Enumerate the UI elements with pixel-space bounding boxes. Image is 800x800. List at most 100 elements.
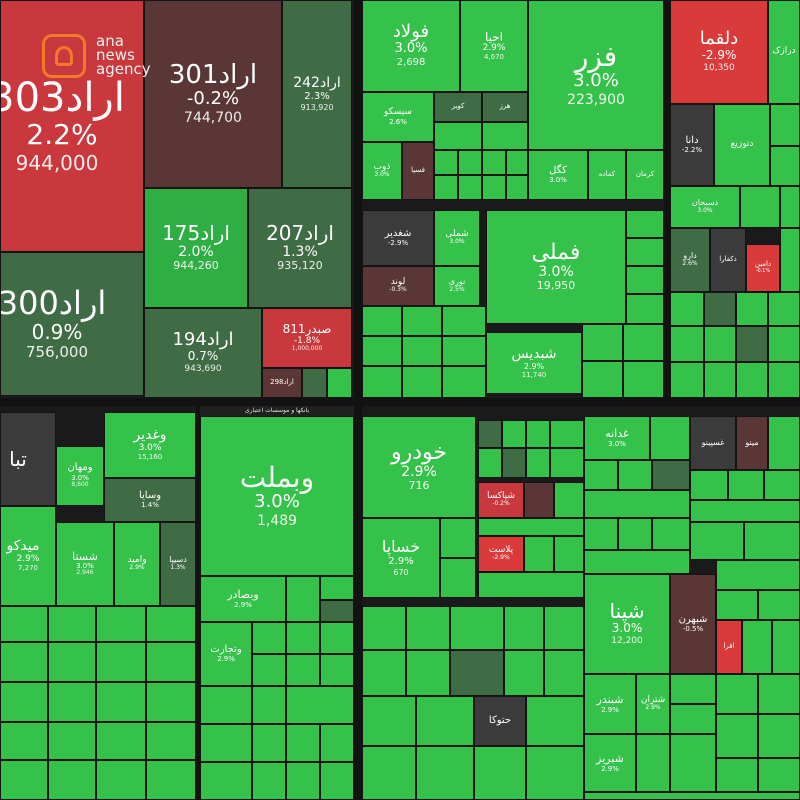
cell-shakima[interactable]: شپاکسا -0.2% xyxy=(478,482,524,518)
tile-small[interactable] xyxy=(302,368,327,398)
tile-small[interactable] xyxy=(474,746,526,800)
cell-vabmelat[interactable]: وبملت 3.0% 1,489 xyxy=(200,416,354,576)
tile-small[interactable] xyxy=(584,490,690,518)
tile-small[interactable] xyxy=(362,746,416,800)
tile-small[interactable] xyxy=(442,366,486,398)
tile-small[interactable] xyxy=(146,642,196,682)
tile-small[interactable] xyxy=(670,734,716,792)
tile-small[interactable] xyxy=(758,674,800,714)
tile-small[interactable] xyxy=(96,642,146,682)
tile-small[interactable] xyxy=(482,175,506,200)
cell-lavand[interactable]: لوند -0.3% xyxy=(362,266,434,306)
tile-small[interactable] xyxy=(584,792,800,800)
cell-arad242[interactable]: اراد242 2.3% 913,920 xyxy=(282,0,352,188)
tile-small[interactable] xyxy=(704,326,736,362)
tile-small[interactable] xyxy=(434,122,482,150)
tile-small[interactable] xyxy=(544,606,584,650)
tile-small[interactable] xyxy=(618,460,652,490)
cell-damin[interactable]: دامین -0.1% xyxy=(746,244,780,292)
tile-small[interactable] xyxy=(768,326,800,362)
cell-midco[interactable]: میدکو 2.9% 7,270 xyxy=(0,506,56,606)
tile-small[interactable] xyxy=(0,606,48,642)
tile-small[interactable] xyxy=(442,306,486,336)
cell-mino[interactable]: مینو xyxy=(736,416,768,470)
tile-small[interactable] xyxy=(582,361,623,398)
tile-small[interactable] xyxy=(0,642,48,682)
tile-small[interactable] xyxy=(504,606,544,650)
tile-small[interactable] xyxy=(362,336,402,366)
tile-small[interactable] xyxy=(146,606,196,642)
tile-small[interactable] xyxy=(402,336,442,366)
cell-ghsepino[interactable]: غسپینو xyxy=(690,416,736,470)
cell-ghadana[interactable]: غدانه 3.0% xyxy=(584,416,650,460)
tile-small[interactable] xyxy=(406,606,450,650)
tile-small[interactable] xyxy=(526,696,584,746)
cell-fameli[interactable]: فملی 3.0% 19,950 xyxy=(486,210,626,324)
cell-daru[interactable]: دارو 2.6% xyxy=(670,228,710,292)
tile-small[interactable] xyxy=(704,292,736,326)
tile-small[interactable] xyxy=(442,336,486,366)
tile-small[interactable] xyxy=(320,600,354,622)
tile-small[interactable] xyxy=(526,746,584,800)
cell-shbandar[interactable]: شبندر 2.9% xyxy=(584,674,636,734)
tile-small[interactable] xyxy=(584,518,618,550)
tile-small[interactable] xyxy=(704,362,736,398)
tile-small[interactable] xyxy=(406,650,450,696)
tile-small[interactable] xyxy=(550,448,584,478)
tile-small[interactable] xyxy=(582,324,623,361)
tile-small[interactable] xyxy=(502,420,526,448)
cell-pelast[interactable]: پلاست -2.9% xyxy=(478,536,524,572)
tile-small[interactable] xyxy=(146,682,196,722)
cell-afra[interactable]: افرا xyxy=(716,620,742,674)
tile-small[interactable] xyxy=(440,518,476,558)
tile-small[interactable] xyxy=(478,448,502,478)
cell-foulad[interactable]: فولاد 3.0% 2,698 xyxy=(362,0,460,92)
tile-small[interactable] xyxy=(728,470,764,500)
tile-small[interactable] xyxy=(623,324,664,361)
tile-small[interactable] xyxy=(716,560,800,590)
tile-small[interactable] xyxy=(772,620,800,674)
tile-small[interactable] xyxy=(482,150,506,175)
tile-small[interactable] xyxy=(506,150,528,175)
tile-small[interactable] xyxy=(286,724,320,762)
tile-small[interactable] xyxy=(362,306,402,336)
tile-small[interactable] xyxy=(402,366,442,398)
cell-kemadeh[interactable]: کماده xyxy=(588,150,626,200)
tile-small[interactable] xyxy=(716,714,758,758)
tile-small[interactable] xyxy=(48,606,96,642)
tile-small[interactable] xyxy=(526,420,550,448)
tile-small[interactable] xyxy=(146,760,196,800)
tile-small[interactable] xyxy=(736,362,768,398)
tile-small[interactable] xyxy=(48,682,96,722)
cell-arad301[interactable]: اراد301 -0.2% 744,700 xyxy=(144,0,282,188)
tile-small[interactable] xyxy=(146,722,196,760)
cell-shtran[interactable]: شتران 2.9% xyxy=(636,674,670,734)
tile-small[interactable] xyxy=(200,724,252,762)
cell-arad194[interactable]: اراد194 0.7% 943,690 xyxy=(144,308,262,398)
tile-small[interactable] xyxy=(96,606,146,642)
cell-shabdis[interactable]: شبدیس 2.9% 11,740 xyxy=(486,332,582,394)
tile-small[interactable] xyxy=(736,292,768,326)
tile-small[interactable] xyxy=(650,416,690,460)
tile-small[interactable] xyxy=(362,696,416,746)
tile-small[interactable] xyxy=(440,558,476,598)
cell-kegol[interactable]: کگل 3.0% xyxy=(528,150,588,200)
tile-small[interactable] xyxy=(320,654,354,686)
tile-small[interactable] xyxy=(670,704,716,734)
tile-small[interactable] xyxy=(48,760,96,800)
cell-vaghadir[interactable]: وغدیر 3.0% 15,160 xyxy=(104,412,196,478)
tile-small[interactable] xyxy=(526,448,550,478)
tile-small[interactable] xyxy=(636,734,670,792)
tile-small[interactable] xyxy=(742,620,772,674)
tile-small[interactable] xyxy=(690,500,800,522)
cell-shasta[interactable]: شستا 3.0% 2,946 xyxy=(56,522,114,606)
tile-small[interactable] xyxy=(200,686,252,724)
tile-small[interactable] xyxy=(478,420,502,448)
tile-small[interactable] xyxy=(764,470,800,500)
tile-small[interactable] xyxy=(252,724,286,762)
tile-small[interactable] xyxy=(286,762,320,800)
tile-small[interactable] xyxy=(626,294,664,324)
cell-fesepa[interactable]: فسپا xyxy=(402,142,434,200)
cell-khasapa[interactable]: خساپا 2.9% 670 xyxy=(362,518,440,598)
tile-small[interactable] xyxy=(0,760,48,800)
